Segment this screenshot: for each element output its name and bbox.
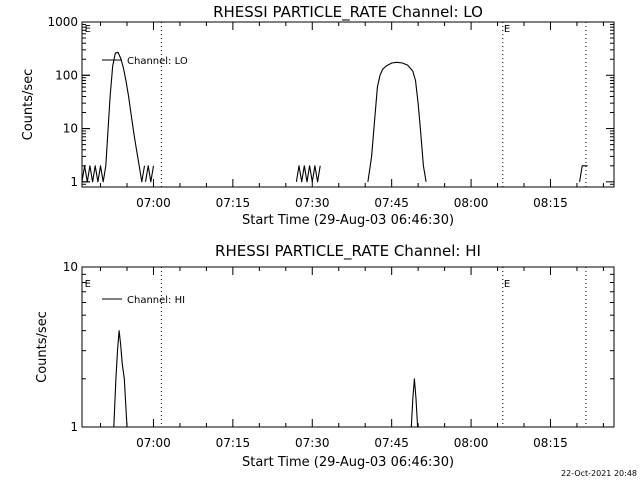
legend-label: Channel: LO	[127, 56, 188, 67]
y-tick-label: 1	[70, 175, 78, 189]
plot-frame	[81, 21, 615, 188]
series-line-segment	[144, 165, 155, 183]
series-line-segment	[367, 61, 427, 182]
y-tick-label: 100	[55, 68, 78, 82]
x-axis-label: Start Time (29-Aug-03 06:46:30)	[242, 213, 454, 228]
x-tick-label: 07:00	[136, 436, 171, 450]
x-axis-label: Start Time (29-Aug-03 06:46:30)	[242, 455, 454, 470]
y-axis-label: Counts/sec	[21, 69, 36, 141]
y-tick-label: 10	[63, 122, 78, 136]
plot-frame	[81, 266, 615, 428]
legend-label: Channel: HI	[127, 295, 185, 306]
x-tick-label: 08:00	[454, 196, 489, 210]
series-line-segment	[579, 165, 588, 182]
y-tick-label: 10	[63, 260, 78, 274]
timestamp-stamp: 22-Oct-2021 20:48	[561, 469, 637, 478]
x-tick-label: 07:45	[374, 436, 409, 450]
event-marker-label: E	[85, 279, 91, 290]
x-tick-label: 08:15	[533, 436, 568, 450]
series-line-segment	[111, 330, 130, 428]
chart-title: RHESSI PARTICLE_RATE Channel: HI	[215, 242, 481, 261]
chart-title: RHESSI PARTICLE_RATE Channel: LO	[213, 3, 483, 22]
event-marker-label: E	[504, 279, 510, 290]
x-tick-label: 08:15	[533, 196, 568, 210]
x-tick-label: 08:00	[454, 436, 489, 450]
series-line-segment	[295, 165, 321, 183]
panel-lo: RHESSI PARTICLE_RATE Channel: LO E E 07:00 0…	[21, 3, 615, 228]
panel-hi: RHESSI PARTICLE_RATE Channel: HI E E 07:00 0…	[35, 242, 615, 470]
event-marker-label: E	[504, 24, 510, 35]
y-axis-label: Counts/sec	[35, 311, 50, 383]
x-tick-label: 07:30	[295, 196, 330, 210]
x-tick-label: 07:30	[295, 436, 330, 450]
x-tick-label: 07:45	[374, 196, 409, 210]
y-tick-label: 1	[70, 420, 78, 434]
x-tick-label: 07:15	[216, 196, 251, 210]
series-line-segment	[410, 378, 419, 428]
series-line-segment	[81, 165, 107, 183]
x-tick-label: 07:00	[136, 196, 171, 210]
event-marker-label: E	[85, 24, 91, 35]
x-tick-label: 07:15	[216, 436, 251, 450]
series-line-segment	[105, 51, 146, 183]
y-tick-label: 1000	[47, 15, 78, 29]
